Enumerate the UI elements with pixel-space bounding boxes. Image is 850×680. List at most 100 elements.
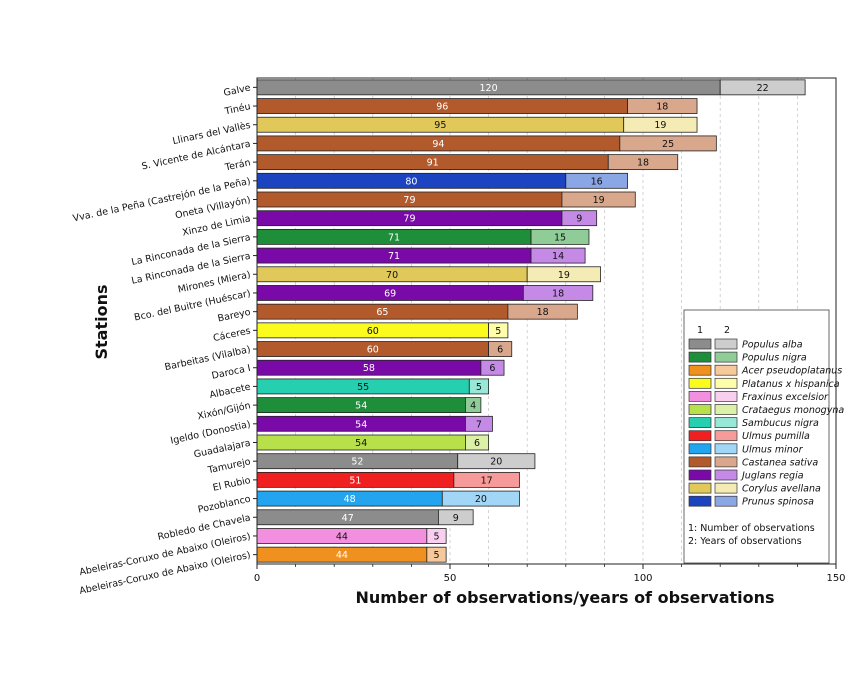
- data-label-years: 14: [552, 251, 564, 262]
- bar-years: [607, 154, 679, 171]
- data-label-observations: 96: [436, 102, 448, 113]
- bar-years: [453, 471, 520, 488]
- legend: 1 2 Populus alba Populus nigra Acer pseudopl…: [683, 309, 844, 564]
- data-label-observations: 70: [386, 270, 398, 281]
- data-label-observations: 52: [351, 457, 363, 468]
- bar-years: [719, 79, 806, 96]
- data-label-observations: 60: [367, 345, 379, 356]
- legend-swatch-observations: [688, 469, 712, 481]
- legend-label: Acer pseudoplatanus: [741, 366, 842, 377]
- bar-years: [465, 397, 482, 414]
- legend-swatch-observations: [688, 456, 712, 468]
- data-label-observations: 54: [355, 401, 367, 412]
- bar-years: [426, 546, 447, 563]
- data-label-observations: 54: [355, 419, 367, 430]
- data-label-years: 22: [757, 83, 769, 94]
- legend-swatch-years: [714, 364, 738, 376]
- bar-years: [619, 135, 717, 152]
- x-tick-label: 50: [444, 573, 457, 584]
- legend-swatch-observations: [688, 443, 712, 455]
- bar-years: [488, 322, 509, 339]
- legend-label: Ulmus minor: [742, 444, 804, 455]
- legend-swatch-observations: [688, 495, 712, 507]
- station-label: Tinéu: [223, 101, 252, 117]
- data-label-years: 25: [662, 139, 674, 150]
- bar-years: [465, 415, 493, 432]
- legend-swatch-years: [714, 377, 738, 389]
- legend-swatch-years: [714, 495, 738, 507]
- data-label-observations: 51: [349, 475, 361, 486]
- bar-years: [561, 191, 636, 208]
- legend-swatch-observations: [688, 430, 712, 442]
- data-label-observations: 54: [355, 438, 367, 449]
- station-label: Cáceres: [212, 326, 252, 345]
- data-label-observations: 91: [427, 158, 439, 169]
- legend-swatch-years: [714, 430, 738, 442]
- legend-swatch-observations: [688, 391, 712, 402]
- bar-years: [441, 490, 520, 507]
- data-label-observations: 94: [432, 139, 444, 150]
- station-label: Tamurejo: [206, 456, 252, 476]
- data-label-years: 6: [497, 345, 503, 356]
- data-label-observations: 95: [434, 120, 446, 131]
- legend-header-2: 2: [724, 325, 730, 336]
- x-tick-label: 150: [826, 573, 845, 584]
- bar-years: [468, 378, 489, 395]
- bar-years: [488, 341, 513, 357]
- data-label-observations: 71: [388, 251, 400, 262]
- data-label-observations: 79: [403, 214, 415, 225]
- legend-swatch-observations: [688, 404, 712, 415]
- data-label-years: 20: [490, 457, 502, 468]
- data-label-observations: 120: [480, 83, 498, 94]
- legend-label: Juglans regia: [740, 471, 804, 482]
- data-label-observations: 58: [363, 363, 375, 374]
- legend-label: Populus alba: [742, 340, 803, 351]
- bar-years: [530, 247, 586, 264]
- bar-years: [565, 172, 628, 189]
- legend-swatch-years: [714, 351, 738, 363]
- legend-swatch-years: [714, 391, 738, 402]
- bar-years: [530, 228, 590, 245]
- data-label-observations: 47: [342, 513, 354, 524]
- data-label-years: 18: [656, 102, 668, 113]
- data-label-observations: 65: [376, 307, 388, 318]
- bar-years: [526, 266, 601, 283]
- legend-label: Prunus spinosa: [742, 497, 814, 508]
- data-label-years: 19: [654, 120, 666, 131]
- legend-label: Ulmus pumilla: [742, 431, 810, 442]
- station-label: Galve: [223, 82, 252, 98]
- bar-years: [480, 359, 505, 376]
- legend-label: Platanus x hispanica: [742, 379, 840, 390]
- legend-swatch-years: [714, 443, 738, 455]
- bar-years: [627, 98, 698, 114]
- data-label-years: 9: [576, 214, 582, 225]
- data-label-years: 6: [489, 363, 495, 374]
- bar-years: [465, 434, 490, 451]
- legend-note: 2: Years of observations: [688, 536, 802, 547]
- x-tick-label: 100: [633, 573, 652, 584]
- data-label-observations: 48: [344, 494, 356, 505]
- legend-swatch-observations: [688, 417, 712, 428]
- data-label-years: 5: [433, 531, 439, 542]
- legend-swatch-observations: [688, 482, 712, 494]
- data-label-years: 5: [495, 326, 501, 337]
- data-label-years: 4: [470, 401, 476, 412]
- legend-label: Populus nigra: [742, 353, 807, 364]
- data-label-years: 6: [474, 438, 480, 449]
- data-label-years: 15: [554, 232, 566, 243]
- data-label-observations: 44: [336, 550, 348, 561]
- data-label-observations: 80: [405, 176, 417, 187]
- bar-years: [522, 285, 594, 301]
- legend-swatch-years: [714, 469, 738, 481]
- bar-years: [457, 453, 536, 470]
- legend-swatch-years: [714, 404, 738, 415]
- legend-label: Corylus avellana: [742, 484, 821, 495]
- data-label-years: 5: [433, 550, 439, 561]
- x-axis-title: Number of observations/years of observat…: [355, 588, 774, 607]
- station-label: Albacete: [209, 382, 252, 401]
- data-label-observations: 79: [403, 195, 415, 206]
- data-label-years: 9: [453, 513, 459, 524]
- y-axis-title: Stations: [92, 284, 111, 359]
- legend-swatch-years: [714, 456, 738, 468]
